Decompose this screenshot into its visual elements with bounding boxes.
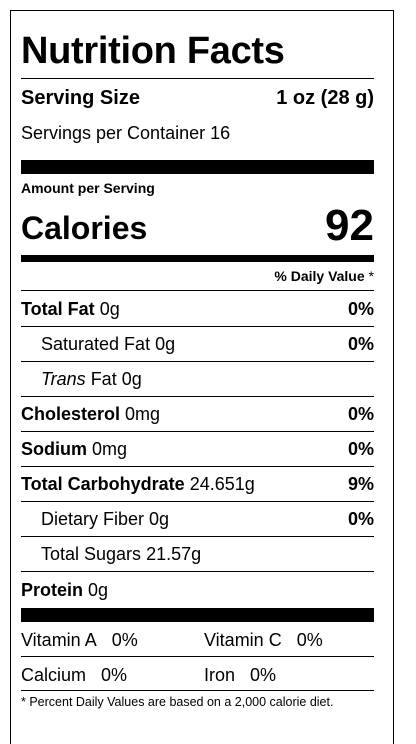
vitamin-value: 0% [296, 630, 323, 650]
nutrient-name-rest: Fat [85, 369, 117, 389]
nutrient-amount: 0mg [125, 404, 161, 424]
nutrient-amount: 0g [155, 334, 176, 354]
thick-rule-top [21, 160, 374, 174]
nutrient-name-italic: Trans [41, 369, 86, 389]
nutrient-amount: 0g [121, 369, 142, 389]
footnote-rule [21, 690, 374, 691]
nutrient-name: Protein [21, 580, 84, 600]
nutrient-name: Cholesterol [21, 404, 121, 424]
calories-value: 92 [325, 201, 374, 250]
row-divider [21, 326, 374, 327]
thick-rule-bottom [21, 608, 374, 622]
nutrient-amount: 0g [99, 299, 120, 319]
nutrient-row-protein: Protein 0g [21, 573, 374, 608]
nutrient-dv: 0% [347, 439, 374, 459]
vitamin-name: Vitamin A [21, 630, 97, 650]
nutrient-dv: 9% [347, 474, 374, 494]
row-divider [21, 536, 374, 537]
nutrient-row-sodium: Sodium 0mg 0% [21, 432, 374, 467]
calories-row: Calories 92 [21, 201, 374, 250]
row-divider [21, 501, 374, 502]
nutrient-row-trans-fat: Trans Fat 0g [21, 362, 374, 397]
nutrient-row-saturated-fat: Saturated Fat 0g 0% [21, 327, 374, 362]
row-divider [21, 656, 374, 657]
nutrient-row-total-carbohydrate: Total Carbohydrate 24.651g 9% [21, 467, 374, 502]
nutrient-name: Total Sugars [41, 544, 142, 564]
servings-per-container-label: Servings per Container [21, 123, 206, 143]
serving-size-label: Serving Size [21, 87, 140, 109]
calories-rule [21, 255, 374, 262]
servings-per-container-row: Servings per Container 16 [21, 120, 374, 146]
row-divider [21, 571, 374, 572]
nutrient-row-total-fat: Total Fat 0g 0% [21, 292, 374, 327]
nutrient-name: Saturated Fat [41, 334, 151, 354]
nutrient-row-cholesterol: Cholesterol 0mg 0% [21, 397, 374, 432]
calories-label: Calories [21, 210, 148, 246]
vitamin-value: 0% [250, 665, 277, 685]
nutrient-dv: 0% [347, 334, 374, 354]
nutrient-name: Sodium [21, 439, 87, 459]
vitamin-name: Iron [204, 665, 236, 685]
nutrient-amount: 0g [149, 509, 170, 529]
nutrient-dv: 0% [347, 404, 374, 424]
nutrient-row-dietary-fiber: Dietary Fiber 0g 0% [21, 502, 374, 537]
iron: Iron 0% [204, 660, 276, 690]
amount-per-serving: Amount per Serving [21, 180, 155, 196]
row-divider [21, 466, 374, 467]
vitamin-name: Vitamin C [204, 630, 282, 650]
row-divider [21, 396, 374, 397]
label-title: Nutrition Facts [21, 30, 285, 72]
row-divider [21, 361, 374, 362]
calcium: Calcium 0% [21, 660, 127, 690]
row-divider [21, 290, 374, 291]
nutrient-amount: 0g [88, 580, 109, 600]
nutrient-dv: 0% [347, 509, 374, 529]
nutrient-row-total-sugars: Total Sugars 21.57g [21, 537, 374, 572]
daily-value-header-star: * [364, 268, 374, 284]
nutrient-dv: 0% [347, 299, 374, 319]
vitamin-c: Vitamin C 0% [204, 625, 323, 655]
nutrient-name: Dietary Fiber [41, 509, 145, 529]
daily-value-header-text: % Daily Value [274, 268, 365, 284]
nutrient-amount: 0mg [92, 439, 128, 459]
vitamin-value: 0% [101, 665, 128, 685]
daily-value-header: % Daily Value * [21, 265, 374, 287]
vitamin-value: 0% [111, 630, 138, 650]
nutrient-name: Total Carbohydrate [21, 474, 185, 494]
vitamin-a: Vitamin A 0% [21, 625, 138, 655]
row-divider [21, 431, 374, 432]
footnote: * Percent Daily Values are based on a 2,… [21, 695, 334, 709]
serving-size-value: 1 oz (28 g) [276, 87, 374, 109]
serving-size-row: Serving Size 1 oz (28 g) [21, 84, 374, 112]
title-rule [21, 78, 374, 79]
nutrient-amount: 24.651g [189, 474, 255, 494]
vitamin-name: Calcium [21, 665, 87, 685]
servings-per-container-value: 16 [210, 123, 231, 143]
nutrient-name: Total Fat [21, 299, 95, 319]
nutrient-amount: 21.57g [146, 544, 202, 564]
